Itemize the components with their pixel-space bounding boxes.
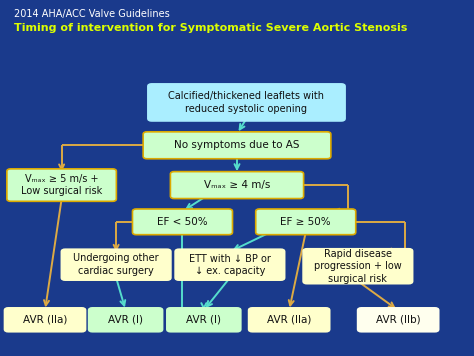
FancyBboxPatch shape: [248, 308, 330, 332]
Text: Timing of intervention for Symptomatic Severe Aortic Stenosis: Timing of intervention for Symptomatic S…: [14, 23, 408, 33]
FancyBboxPatch shape: [175, 249, 284, 280]
FancyBboxPatch shape: [170, 172, 304, 199]
Text: Vₘₐₓ ≥ 4 m/s: Vₘₐₓ ≥ 4 m/s: [204, 180, 270, 190]
FancyBboxPatch shape: [167, 308, 241, 332]
Text: AVR (IIb): AVR (IIb): [376, 315, 420, 325]
Text: AVR (IIa): AVR (IIa): [267, 315, 311, 325]
FancyBboxPatch shape: [89, 308, 163, 332]
FancyBboxPatch shape: [357, 308, 439, 332]
Text: No symptoms due to AS: No symptoms due to AS: [174, 140, 300, 150]
Text: 2014 AHA/ACC Valve Guidelines: 2014 AHA/ACC Valve Guidelines: [14, 9, 170, 19]
Text: Undergoing other
cardiac surgery: Undergoing other cardiac surgery: [73, 253, 159, 276]
FancyBboxPatch shape: [255, 209, 356, 235]
FancyBboxPatch shape: [303, 249, 412, 284]
Text: ETT with ↓ BP or
↓ ex. capacity: ETT with ↓ BP or ↓ ex. capacity: [189, 253, 271, 276]
Text: AVR (IIa): AVR (IIa): [23, 315, 67, 325]
FancyBboxPatch shape: [132, 209, 232, 235]
Text: EF < 50%: EF < 50%: [157, 217, 208, 227]
FancyBboxPatch shape: [62, 249, 171, 280]
Text: AVR (I): AVR (I): [186, 315, 221, 325]
FancyBboxPatch shape: [143, 132, 331, 159]
Text: Rapid disease
progression + low
surgical risk: Rapid disease progression + low surgical…: [314, 249, 402, 284]
Text: Vₘₐₓ ≥ 5 m/s +
Low surgical risk: Vₘₐₓ ≥ 5 m/s + Low surgical risk: [21, 174, 102, 196]
FancyBboxPatch shape: [7, 169, 117, 201]
Text: EF ≥ 50%: EF ≥ 50%: [281, 217, 331, 227]
Text: AVR (I): AVR (I): [108, 315, 143, 325]
Text: Calcified/thickened leaflets with
reduced systolic opening: Calcified/thickened leaflets with reduce…: [168, 91, 325, 114]
FancyBboxPatch shape: [5, 308, 85, 332]
FancyBboxPatch shape: [148, 84, 345, 121]
